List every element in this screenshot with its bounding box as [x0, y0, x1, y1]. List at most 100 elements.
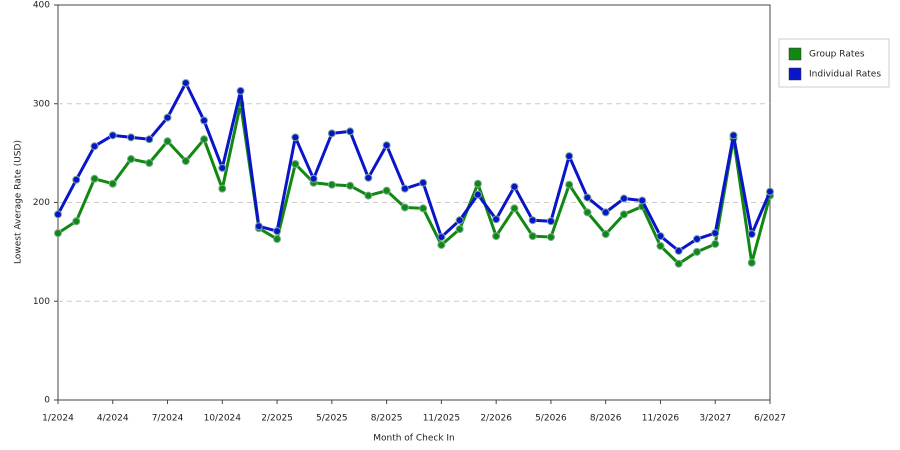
x-tick-label: 11/2026	[642, 414, 680, 424]
data-point	[145, 159, 154, 167]
data-point	[619, 210, 628, 219]
data-point	[656, 241, 665, 250]
data-point	[90, 174, 99, 183]
legend-label: Group Rates	[809, 50, 865, 60]
data-point	[455, 216, 464, 225]
y-tick-label: 300	[33, 99, 50, 109]
data-point	[766, 187, 774, 196]
data-point	[528, 232, 537, 241]
data-point	[346, 181, 355, 190]
x-tick-label: 6/2027	[754, 414, 786, 424]
y-tick-label: 0	[44, 396, 50, 406]
x-axis-label: Month of Check In	[373, 434, 455, 444]
x-tick-label: 1/2024	[42, 414, 74, 424]
data-point	[254, 222, 263, 231]
data-point	[656, 232, 665, 241]
data-point	[437, 240, 446, 249]
data-point	[200, 135, 209, 144]
x-tick-label: 3/2027	[699, 414, 731, 424]
data-point	[200, 116, 209, 125]
data-point	[400, 203, 409, 212]
data-point	[492, 232, 501, 241]
data-point	[565, 152, 574, 161]
data-point	[638, 196, 647, 205]
data-point	[364, 191, 373, 200]
data-point	[729, 131, 738, 140]
data-point	[619, 194, 628, 203]
data-point	[273, 227, 282, 236]
data-point	[437, 233, 446, 242]
data-point	[382, 186, 391, 195]
data-point	[711, 239, 720, 248]
data-point	[601, 208, 610, 217]
data-point	[583, 208, 592, 217]
data-point	[473, 190, 482, 199]
data-point	[327, 180, 336, 189]
data-point	[747, 258, 756, 267]
data-point	[54, 210, 62, 219]
series-line	[56, 81, 772, 253]
data-point	[54, 229, 62, 238]
data-point	[218, 184, 227, 193]
data-point	[692, 235, 701, 244]
data-point	[72, 217, 81, 226]
x-tick-label: 7/2024	[152, 414, 184, 424]
data-point	[455, 225, 464, 234]
data-point	[546, 233, 555, 242]
data-point	[565, 180, 574, 189]
data-point	[583, 193, 592, 202]
data-point	[108, 179, 117, 188]
data-point	[236, 86, 245, 95]
data-point	[510, 204, 519, 213]
data-point	[181, 157, 190, 166]
legend-swatch	[788, 67, 802, 81]
data-point	[528, 216, 537, 225]
data-point	[127, 155, 136, 164]
series-line	[57, 102, 772, 266]
data-point	[492, 215, 501, 224]
data-point	[711, 229, 720, 238]
data-point	[273, 235, 282, 244]
data-point	[163, 113, 172, 122]
y-axis-label: Lowest Average Rate (USD)	[14, 140, 24, 264]
data-point	[108, 131, 117, 140]
data-point	[72, 175, 81, 184]
data-point	[382, 141, 391, 150]
data-point	[510, 182, 519, 191]
data-point	[327, 129, 336, 138]
data-point	[674, 259, 683, 268]
data-point	[181, 79, 190, 88]
x-tick-label: 11/2025	[423, 414, 460, 424]
x-tick-label: 2/2025	[261, 414, 293, 424]
y-tick-label: 400	[33, 1, 50, 11]
data-point	[127, 133, 136, 142]
data-point	[145, 135, 154, 144]
y-tick-label: 200	[33, 198, 50, 208]
x-tick-label: 5/2026	[535, 414, 567, 424]
legend-label: Individual Rates	[809, 70, 881, 80]
data-point	[546, 217, 555, 226]
data-point	[419, 204, 428, 213]
data-point	[692, 247, 701, 256]
data-point	[601, 230, 610, 239]
data-point	[473, 179, 482, 188]
data-point	[291, 159, 300, 168]
x-tick-label: 10/2024	[204, 414, 242, 424]
data-point	[309, 174, 318, 183]
y-tick-label: 100	[33, 297, 50, 307]
data-point	[163, 137, 172, 146]
data-point	[364, 173, 373, 182]
data-point	[90, 142, 99, 151]
data-point	[747, 230, 756, 239]
x-tick-label: 5/2025	[316, 414, 348, 424]
data-point	[419, 178, 428, 187]
x-tick-label: 4/2024	[97, 414, 129, 424]
data-point	[674, 246, 683, 255]
data-point	[400, 184, 409, 193]
x-tick-label: 2/2026	[480, 414, 512, 424]
legend-swatch	[788, 47, 802, 61]
x-tick-label: 8/2025	[371, 414, 403, 424]
data-point	[346, 127, 355, 136]
x-tick-label: 8/2026	[590, 414, 622, 424]
